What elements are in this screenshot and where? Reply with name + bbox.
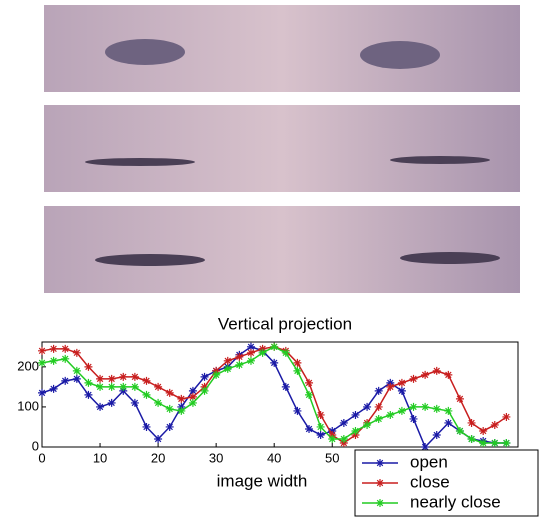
point-marker xyxy=(433,405,441,413)
x-tick-label: 20 xyxy=(151,450,165,465)
point-marker xyxy=(468,435,476,443)
point-marker xyxy=(317,423,325,431)
point-marker xyxy=(142,377,150,385)
y-tick-label: 200 xyxy=(17,358,39,373)
point-marker xyxy=(502,439,510,447)
point-marker xyxy=(154,383,162,391)
closed-eye-image xyxy=(44,105,520,192)
point-marker xyxy=(456,427,464,435)
point-marker xyxy=(479,427,487,435)
point-marker xyxy=(421,403,429,411)
point-marker xyxy=(351,411,359,419)
point-marker xyxy=(502,413,510,421)
point-marker xyxy=(456,395,464,403)
legend-marker xyxy=(376,479,384,487)
point-marker xyxy=(340,435,348,443)
point-marker xyxy=(375,415,383,423)
point-marker xyxy=(491,421,499,429)
point-marker xyxy=(61,355,69,363)
point-marker xyxy=(38,347,46,355)
point-marker xyxy=(375,403,383,411)
point-marker xyxy=(154,399,162,407)
eye xyxy=(105,39,185,65)
point-marker xyxy=(410,415,418,423)
point-marker xyxy=(142,423,150,431)
point-marker xyxy=(433,367,441,375)
point-marker xyxy=(421,371,429,379)
point-marker xyxy=(305,391,313,399)
point-marker xyxy=(317,431,325,439)
x-tick-label: 10 xyxy=(93,450,107,465)
eye xyxy=(85,158,195,166)
point-marker xyxy=(270,359,278,367)
point-marker xyxy=(351,427,359,435)
point-marker xyxy=(410,403,418,411)
eye xyxy=(390,156,490,164)
legend-marker xyxy=(376,499,384,507)
point-marker xyxy=(398,387,406,395)
legend-label: close xyxy=(410,472,450,491)
plot-area xyxy=(42,342,518,447)
point-marker xyxy=(479,439,487,447)
point-marker xyxy=(375,387,383,395)
point-marker xyxy=(398,407,406,415)
point-marker xyxy=(259,349,267,357)
point-marker xyxy=(305,425,313,433)
eye xyxy=(360,41,440,69)
point-marker xyxy=(61,345,69,353)
point-marker xyxy=(305,379,313,387)
eye xyxy=(95,254,205,266)
point-marker xyxy=(270,343,278,351)
eye-images xyxy=(44,5,520,293)
point-marker xyxy=(50,345,58,353)
point-marker xyxy=(38,359,46,367)
point-marker xyxy=(491,439,499,447)
point-marker xyxy=(177,407,185,415)
point-marker xyxy=(293,407,301,415)
point-marker xyxy=(328,435,336,443)
legend-label: nearly close xyxy=(410,492,501,511)
point-marker xyxy=(386,411,394,419)
point-marker xyxy=(468,419,476,427)
nearly-closed-eye-image xyxy=(44,206,520,293)
x-tick-label: 0 xyxy=(38,450,45,465)
legend-marker xyxy=(376,459,384,467)
x-tick-label: 50 xyxy=(325,450,339,465)
point-marker xyxy=(444,419,452,427)
point-marker xyxy=(166,389,174,397)
eye xyxy=(400,252,500,264)
x-axis-label: image width xyxy=(217,471,308,490)
point-marker xyxy=(363,421,371,429)
point-marker xyxy=(282,383,290,391)
point-marker xyxy=(50,357,58,365)
point-marker xyxy=(131,373,139,381)
point-marker xyxy=(177,395,185,403)
legend-label: open xyxy=(410,452,448,471)
point-marker xyxy=(131,399,139,407)
point-marker xyxy=(154,435,162,443)
point-marker xyxy=(131,383,139,391)
point-marker xyxy=(363,403,371,411)
point-marker xyxy=(340,419,348,427)
point-marker xyxy=(444,407,452,415)
point-marker xyxy=(444,371,452,379)
point-marker xyxy=(61,377,69,385)
point-marker xyxy=(293,367,301,375)
x-tick-label: 30 xyxy=(209,450,223,465)
point-marker xyxy=(410,375,418,383)
chart-title: Vertical projection xyxy=(218,314,352,333)
point-marker xyxy=(142,391,150,399)
point-marker xyxy=(50,385,58,393)
figure: Vertical projection image width 01002000… xyxy=(0,0,544,520)
y-tick-label: 100 xyxy=(17,398,39,413)
point-marker xyxy=(433,431,441,439)
x-tick-label: 40 xyxy=(267,450,281,465)
point-marker xyxy=(386,383,394,391)
point-marker xyxy=(282,349,290,357)
point-marker xyxy=(166,405,174,413)
point-marker xyxy=(166,423,174,431)
point-marker xyxy=(398,379,406,387)
point-marker xyxy=(38,389,46,397)
